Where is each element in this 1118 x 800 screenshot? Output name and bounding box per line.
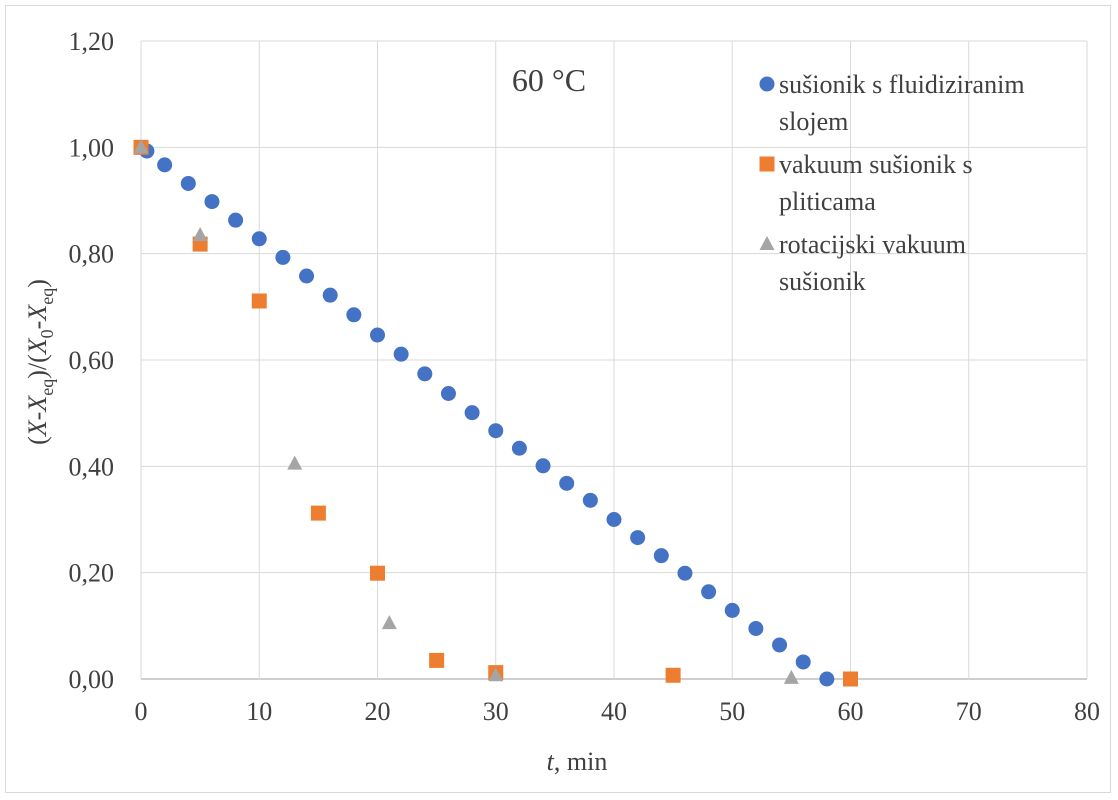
data-point-circle [724, 602, 740, 618]
x-axis-label: t, min [547, 747, 608, 776]
y-tick-label: 0,20 [69, 559, 115, 588]
data-point-circle [393, 346, 409, 362]
data-point-circle [440, 385, 456, 401]
data-point-circle [275, 249, 291, 265]
data-point-circle [322, 287, 338, 303]
legend-marker-triangle [759, 236, 775, 250]
data-point-square [665, 667, 681, 683]
data-point-circle [819, 671, 835, 687]
legend-item-1: sušionik s fluidiziranim slojem [759, 70, 1025, 136]
data-point-circle [228, 212, 244, 228]
data-point-square [843, 671, 858, 687]
data-point-square [429, 652, 445, 668]
data-point-circle [464, 405, 480, 421]
y-tick-label: 1,00 [69, 133, 115, 162]
data-point-circle [582, 492, 598, 508]
legend-item-2: vakuum sušionik s pliticama [759, 150, 973, 216]
legend: sušionik s fluidiziranim slojem vakuum suš… [759, 70, 1025, 296]
legend-marker-circle [759, 76, 775, 92]
data-point-circle [559, 475, 575, 491]
legend-label: sušionik s fluidiziranim slojem [779, 70, 1025, 136]
chart-frame [5, 5, 1111, 793]
legend-label: rotacijski vakuum sušionik [779, 230, 966, 296]
data-point-circle [606, 512, 622, 527]
data-point-circle [417, 366, 433, 382]
data-point-square [310, 505, 326, 521]
x-tick-label: 70 [956, 697, 982, 726]
data-point-triangle [381, 615, 397, 630]
data-point-circle [488, 423, 504, 439]
data-point-triangle [133, 139, 149, 154]
data-point-circle [772, 637, 788, 653]
x-tick-label: 30 [483, 697, 509, 726]
data-point-triangle [192, 227, 208, 242]
y-tick-label: 1,20 [69, 27, 115, 56]
data-point-circle [653, 548, 669, 564]
data-point-circle [346, 307, 362, 323]
data-point-circle [795, 654, 811, 670]
y-tick-label: 0,60 [69, 346, 115, 375]
data-point-triangle [287, 455, 303, 470]
data-point-circle [748, 620, 764, 636]
data-point-circle [535, 458, 551, 474]
x-tick-label: 60 [838, 697, 864, 726]
series-1 [133, 139, 835, 687]
x-tick-label: 20 [365, 697, 391, 726]
data-point-triangle [488, 667, 504, 682]
legend-item-3: rotacijski vakuum sušionik [759, 230, 966, 296]
tick-labels: 0,00 0,20 0,40 0,60 0,80 1,00 1,20 0 10 20 30 40 50 6… [69, 27, 1101, 726]
legend-label: vakuum sušionik s pliticama [779, 150, 973, 216]
x-axis-var: t [547, 747, 555, 776]
data-point-circle [511, 440, 527, 456]
y-tick-label: 0,40 [69, 452, 115, 481]
y-axis-label: (X-Xeq)/(X0-Xeq) [23, 279, 57, 445]
data-point-circle [370, 327, 385, 343]
legend-marker-square [759, 156, 775, 172]
x-axis-unit: , min [554, 747, 607, 776]
x-tick-label: 0 [135, 697, 148, 726]
data-point-circle [677, 565, 693, 581]
data-point-circle [299, 268, 315, 284]
data-point-square [251, 293, 267, 309]
data-point-square [370, 565, 385, 581]
y-tick-label: 0,80 [69, 240, 115, 269]
x-tick-label: 50 [719, 697, 745, 726]
data-point-circle [157, 157, 173, 173]
x-tick-label: 80 [1074, 697, 1100, 726]
data-point-triangle [783, 669, 799, 684]
y-tick-label: 0,00 [69, 665, 115, 694]
data-point-circle [180, 175, 196, 191]
data-point-circle [701, 584, 717, 600]
series-3 [133, 139, 799, 684]
temperature-annotation: 60 °C [512, 62, 586, 98]
data-point-circle [204, 194, 220, 210]
x-tick-label: 40 [601, 697, 627, 726]
grid-lines [140, 40, 1088, 680]
data-point-circle [251, 231, 267, 247]
data-point-circle [630, 530, 646, 546]
data-points [133, 139, 858, 687]
x-tick-label: 10 [246, 697, 272, 726]
